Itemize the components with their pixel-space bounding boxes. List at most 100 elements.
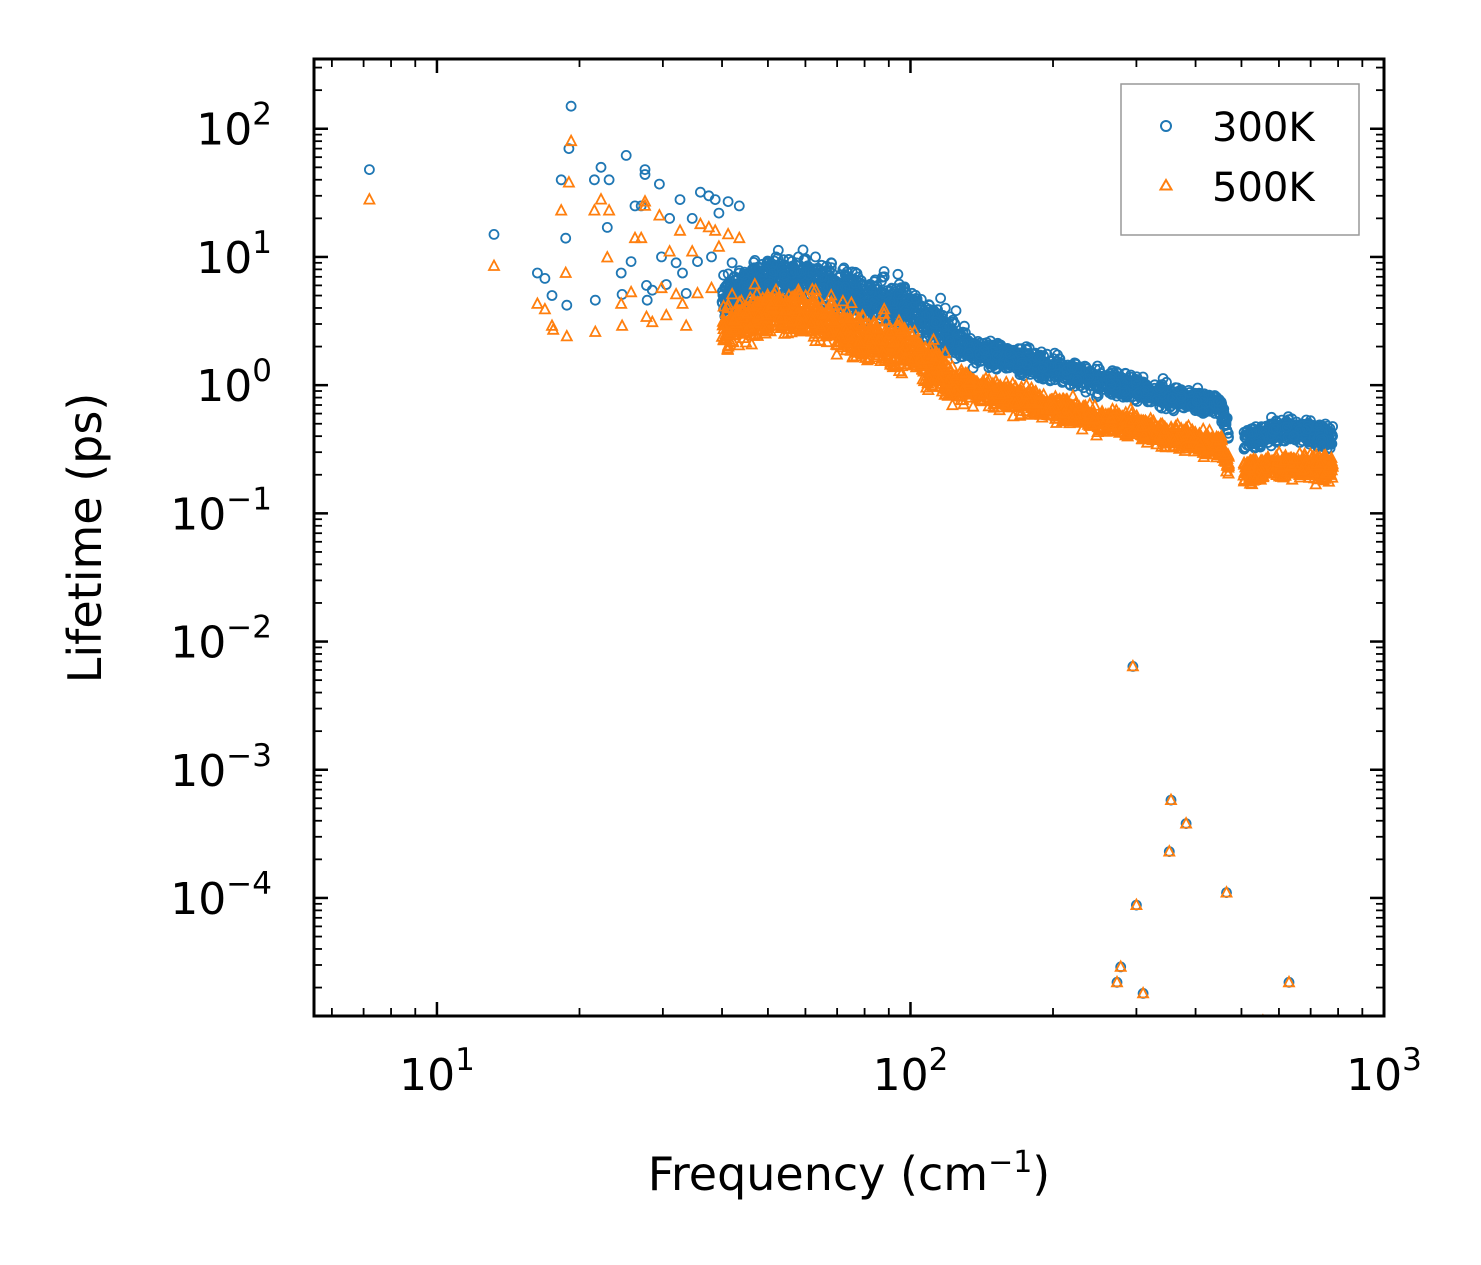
data-point	[1222, 427, 1234, 439]
data-point	[820, 334, 834, 348]
data-point	[758, 266, 769, 278]
data-point	[1090, 380, 1102, 392]
data-point	[1064, 398, 1077, 411]
data-point	[589, 294, 601, 306]
data-point	[819, 328, 833, 342]
data-point	[849, 348, 863, 362]
data-point	[1237, 474, 1251, 487]
data-point	[620, 149, 632, 161]
data-point	[1154, 382, 1165, 394]
data-point	[837, 263, 849, 275]
data-point	[958, 365, 972, 379]
data-point	[925, 340, 939, 353]
data-point	[1096, 417, 1110, 430]
data-point	[869, 274, 881, 286]
data-point	[1048, 353, 1059, 365]
data-point	[1159, 439, 1173, 453]
data-point	[840, 304, 854, 317]
data-point	[488, 228, 500, 240]
data-point	[766, 259, 778, 271]
data-point	[1037, 362, 1049, 374]
data-point	[785, 289, 799, 303]
data-point	[807, 292, 821, 306]
data-point	[1107, 367, 1118, 379]
data-point	[796, 265, 807, 277]
data-point	[807, 263, 819, 275]
data-point	[941, 383, 954, 396]
data-point	[854, 294, 866, 306]
data-point	[980, 379, 993, 392]
data-point	[1105, 418, 1119, 432]
data-point	[770, 251, 782, 263]
data-point	[1105, 374, 1116, 386]
data-point	[970, 357, 982, 369]
data-point	[1245, 463, 1259, 476]
series-500K	[362, 133, 1339, 1016]
data-point	[888, 295, 899, 307]
data-point	[1288, 430, 1300, 442]
data-point	[911, 338, 925, 352]
data-point	[795, 295, 808, 308]
data-point	[840, 310, 854, 324]
data-point	[978, 345, 990, 356]
data-point	[1318, 466, 1332, 479]
data-point	[943, 339, 955, 351]
data-point	[1092, 360, 1103, 372]
data-point	[555, 174, 567, 186]
data-point	[1090, 428, 1103, 441]
data-point	[721, 339, 735, 352]
data-point	[793, 251, 804, 263]
data-point	[1294, 424, 1306, 436]
data-point	[1004, 348, 1015, 360]
data-point	[808, 326, 822, 339]
data-point	[919, 316, 931, 328]
data-point	[1021, 358, 1033, 370]
data-point	[1281, 421, 1293, 433]
data-point	[1092, 390, 1104, 402]
data-point	[768, 265, 780, 277]
data-point	[1110, 378, 1122, 390]
data-point	[1327, 421, 1338, 432]
data-point	[706, 251, 717, 263]
data-point	[1221, 460, 1235, 473]
data-point	[744, 307, 757, 320]
data-point	[832, 280, 844, 292]
data-point	[1219, 411, 1231, 423]
data-point	[861, 299, 873, 311]
data-point	[1111, 390, 1123, 402]
data-point	[713, 207, 725, 219]
data-point	[991, 350, 1003, 362]
data-point	[844, 295, 858, 308]
data-point	[1129, 394, 1140, 406]
data-point	[1077, 415, 1091, 428]
data-point	[656, 251, 667, 263]
data-point	[601, 221, 613, 233]
data-point	[892, 313, 906, 326]
data-point	[907, 314, 919, 326]
data-point	[539, 272, 551, 284]
data-point	[807, 267, 818, 279]
data-point	[1151, 394, 1162, 406]
data-point	[778, 269, 790, 281]
data-point	[960, 386, 974, 399]
data-point	[1105, 379, 1117, 391]
data-point	[951, 329, 963, 340]
data-point	[1177, 439, 1191, 452]
data-point	[740, 275, 752, 287]
data-point	[1080, 386, 1092, 398]
data-point	[889, 359, 903, 372]
data-point	[936, 352, 950, 366]
data-point	[709, 194, 721, 206]
data-point	[750, 295, 764, 308]
data-point	[825, 257, 837, 269]
data-point	[947, 314, 959, 326]
data-point	[893, 346, 907, 360]
data-point	[1181, 438, 1195, 451]
data-point	[830, 347, 844, 360]
data-point	[1175, 396, 1187, 408]
data-point	[871, 280, 883, 292]
data-point	[725, 279, 736, 291]
data-point	[1274, 454, 1288, 468]
data-point	[1222, 466, 1235, 479]
